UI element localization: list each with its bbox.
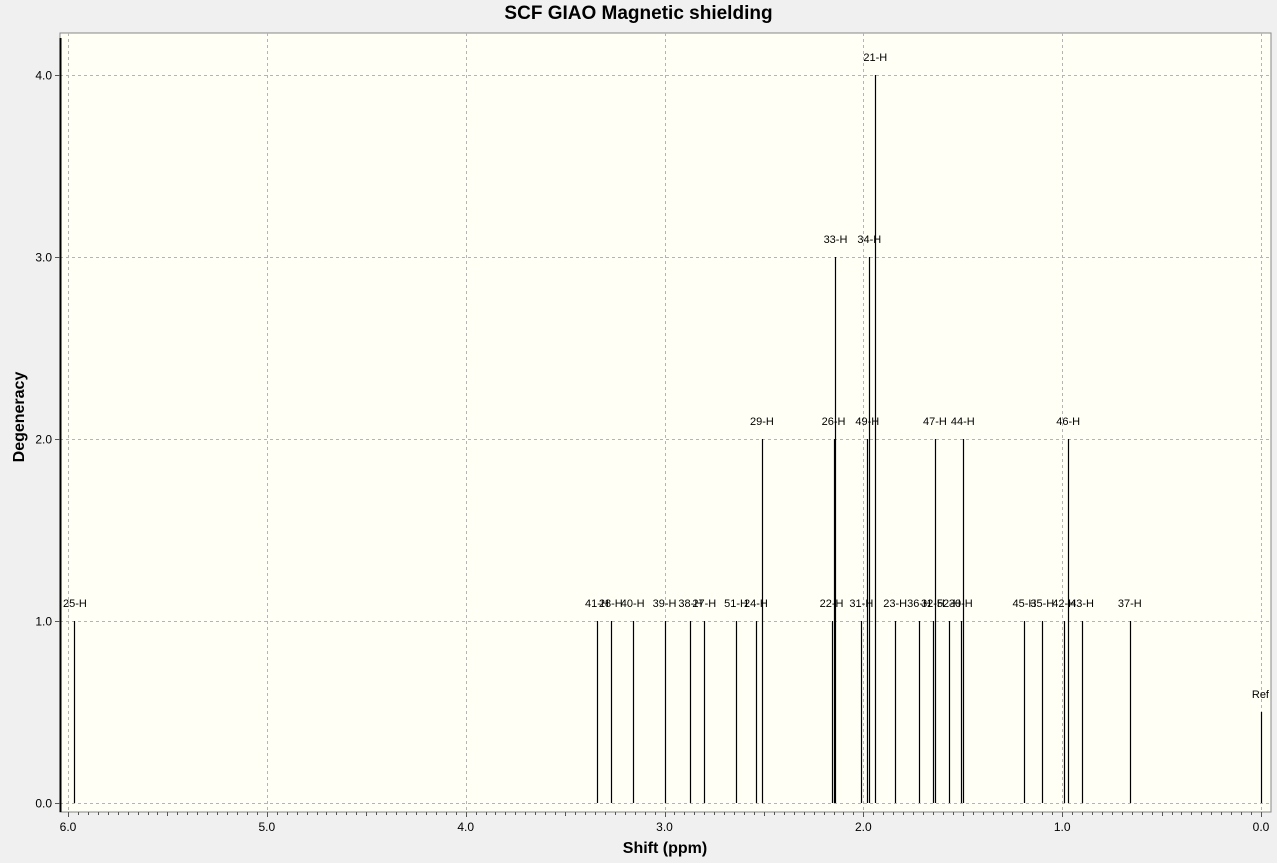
x-axis-label: Shift (ppm) xyxy=(622,840,708,857)
x-tick-label: 6.0 xyxy=(60,820,77,834)
y-tick-label: 0.0 xyxy=(35,797,52,811)
y-tick-label: 1.0 xyxy=(35,615,52,629)
peak-label: 31-H xyxy=(849,598,873,610)
peak-label: 42-H xyxy=(1052,598,1076,610)
peak-label: 21-H xyxy=(863,52,887,64)
peak-label: 29-H xyxy=(750,416,774,428)
y-tick-label: 3.0 xyxy=(35,251,52,265)
peak-label: 46-H xyxy=(1056,416,1080,428)
peak-label: 51-H xyxy=(724,598,748,610)
x-tick-label: 1.0 xyxy=(1054,820,1071,834)
peak-label: 44-H xyxy=(951,416,975,428)
x-tick-label: 4.0 xyxy=(457,820,474,834)
y-tick-label: 2.0 xyxy=(35,433,52,447)
y-tick-label: 4.0 xyxy=(35,69,52,83)
peak-label: 37-H xyxy=(1118,598,1142,610)
peak-label: 27-H xyxy=(692,598,716,610)
peak-label: 25-H xyxy=(63,598,87,610)
peak-label: 35-H xyxy=(1030,598,1054,610)
peak-label: 30-H xyxy=(949,598,973,610)
peak-label: 24-H xyxy=(744,598,768,610)
x-tick-label: 5.0 xyxy=(258,820,275,834)
peak-label: 45-H xyxy=(1012,598,1036,610)
peak-label: 52-H xyxy=(937,598,961,610)
x-tick-label: 2.0 xyxy=(855,820,872,834)
peak-label: 47-H xyxy=(923,416,947,428)
peak-label: 26-H xyxy=(822,416,846,428)
peak-label: 28-H xyxy=(599,598,623,610)
x-tick-label: 0.0 xyxy=(1253,820,1270,834)
peak-label: 43-H xyxy=(1070,598,1094,610)
peak-label: 38-H xyxy=(678,598,702,610)
peak-label: Ref xyxy=(1252,689,1270,701)
peak-label: 33-H xyxy=(824,234,848,246)
peak-label: 23-H xyxy=(883,598,907,610)
peak-label: 40-H xyxy=(621,598,645,610)
peak-label: 41-H xyxy=(585,598,609,610)
chart-title: SCF GIAO Magnetic shielding xyxy=(504,3,773,24)
peak-label: 32-H xyxy=(921,598,945,610)
x-tick-label: 3.0 xyxy=(656,820,673,834)
peak-label: 49-H xyxy=(855,416,879,428)
peak-label: 34-H xyxy=(857,234,881,246)
peak-label: 36-H xyxy=(907,598,931,610)
peak-label: 22-H xyxy=(820,598,844,610)
peak-label: 39-H xyxy=(653,598,677,610)
